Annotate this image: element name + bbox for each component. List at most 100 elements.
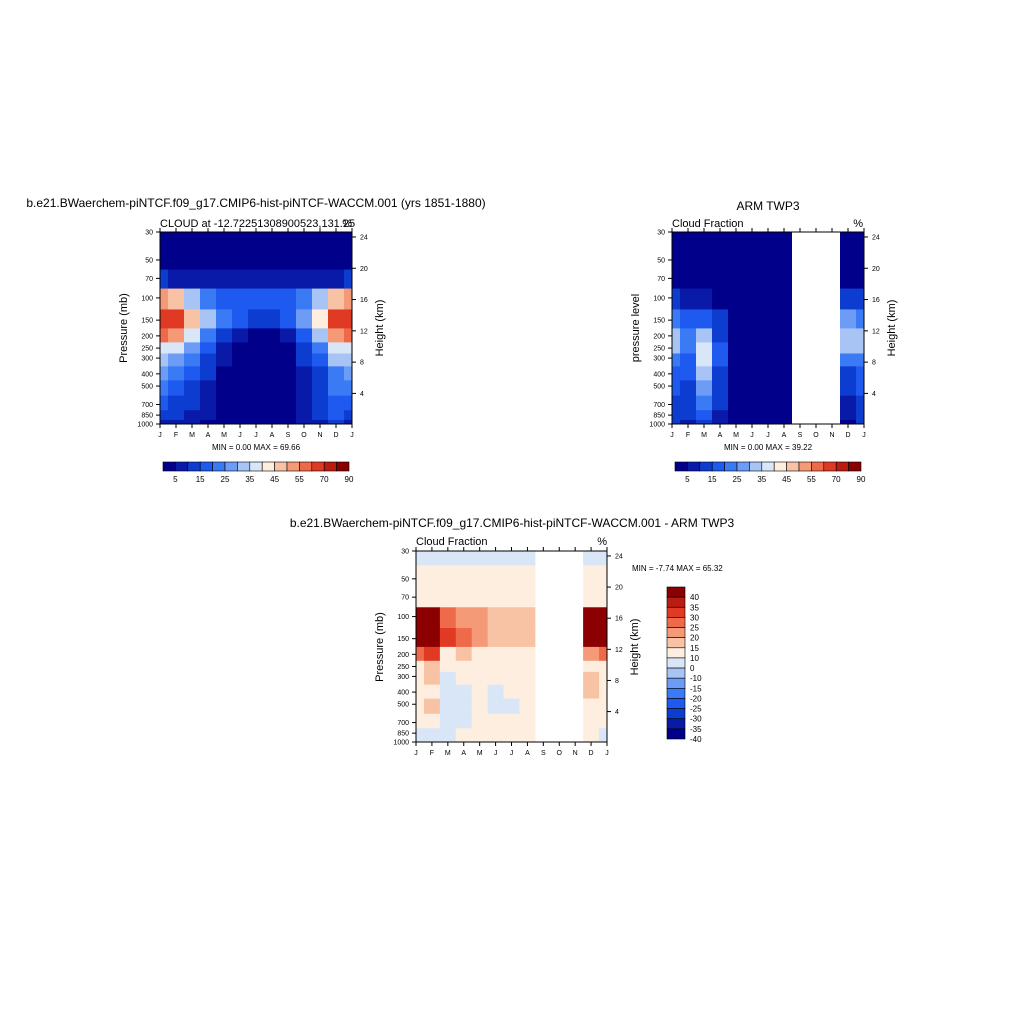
heatmap-cell: [696, 379, 713, 396]
heatmap-cell: [328, 395, 345, 411]
colorbar-box: [848, 461, 862, 472]
heatmap-cell: [455, 564, 473, 589]
heatmap-cell: [503, 713, 520, 729]
heatmap-cell: [792, 288, 809, 310]
y-tick-label: 300: [141, 356, 153, 363]
heatmap-cell: [696, 309, 713, 329]
heatmap-cell: [264, 288, 281, 310]
y-right-tick-label: 20: [872, 266, 880, 273]
heatmap-cell: [160, 395, 169, 411]
colorbar-box: [666, 637, 686, 649]
x-tick-label: A: [206, 432, 211, 439]
heatmap-cell: [551, 587, 568, 608]
heatmap-cell: [824, 395, 841, 411]
heatmap-cell: [519, 660, 536, 672]
heatmap-cell: [312, 353, 329, 367]
heatmap-cell: [328, 379, 345, 396]
heatmap-cell: [455, 660, 473, 672]
heatmap-cell: [455, 684, 473, 699]
heatmap-cell: [824, 328, 841, 343]
colorbar-label: -10: [690, 674, 702, 683]
heatmap-cell: [792, 245, 809, 270]
heatmap-cell: [808, 288, 825, 310]
heatmap-cell: [439, 606, 457, 629]
heatmap-cell: [712, 269, 729, 289]
heatmap-cell: [312, 379, 329, 396]
heatmap-cell: [296, 269, 313, 289]
y-tick-label: 200: [653, 333, 665, 340]
colorbar-box: [811, 461, 825, 472]
heatmap-cell: [792, 395, 809, 411]
colorbar-label: 20: [690, 634, 699, 643]
heatmap-cell: [216, 409, 233, 420]
colorbar-label: 55: [807, 475, 816, 484]
heatmap-cell: [439, 660, 457, 672]
x-tick-label: J: [670, 432, 674, 439]
heatmap-cell: [583, 737, 600, 743]
heatmap-cell: [856, 365, 865, 381]
heatmap-cell: [280, 365, 297, 381]
colorbar-box: [666, 657, 686, 669]
heatmap-cell: [728, 353, 745, 367]
y-right-tick-label: 24: [872, 234, 880, 241]
heatmap-cell: [599, 660, 608, 672]
heatmap-cell: [168, 245, 185, 270]
colorbar-box: [666, 667, 686, 679]
heatmap-cell: [200, 232, 217, 247]
heatmap-cell: [416, 587, 425, 608]
heatmap-cell: [535, 727, 552, 738]
heatmap-cell: [423, 671, 441, 685]
panel-subtitle-left: Cloud Fraction: [416, 536, 488, 548]
colorbar-box: [175, 461, 189, 472]
heatmap-cell: [696, 328, 713, 343]
heatmap-cell: [680, 379, 697, 396]
heatmap-cell: [471, 646, 489, 661]
heatmap-cell: [296, 395, 313, 411]
y-tick-label: 300: [653, 356, 665, 363]
heatmap-cell: [200, 409, 217, 420]
heatmap-cell: [712, 409, 729, 420]
heatmap-cell: [567, 713, 584, 729]
heatmap-cell: [248, 269, 265, 289]
x-tick-label: M: [189, 432, 195, 439]
heatmap-cell: [216, 288, 233, 310]
heatmap-cell: [471, 606, 489, 629]
heatmap-cell: [439, 727, 457, 738]
y-axis-right-label: Height (km): [629, 619, 641, 676]
x-tick-label: M: [221, 432, 227, 439]
heatmap-cell: [744, 245, 761, 270]
heatmap-cell: [535, 564, 552, 589]
heatmap-cell: [567, 646, 584, 661]
x-tick-label: S: [286, 432, 291, 439]
heatmap-cell: [760, 288, 777, 310]
x-tick-label: J: [254, 432, 258, 439]
heatmap-cell: [416, 698, 425, 714]
heatmap-cell: [487, 713, 504, 729]
heatmap-cell: [471, 737, 489, 743]
y-tick-label: 100: [397, 614, 409, 621]
heatmap-cell: [503, 564, 520, 589]
heatmap-cell: [280, 419, 297, 425]
colorbar-box: [666, 718, 686, 730]
heatmap-cell: [680, 328, 697, 343]
y-tick-label: 1000: [137, 422, 153, 429]
y-right-tick-label: 20: [360, 266, 368, 273]
heatmap-cell: [599, 684, 608, 699]
heatmap-cells: [416, 551, 608, 743]
difference-panel: b.e21.BWaerchem-piNTCF.f09_g17.CMIP6-his…: [290, 516, 735, 757]
heatmap-cell: [808, 365, 825, 381]
heatmap-cell: [216, 341, 233, 354]
y-tick-label: 500: [653, 384, 665, 391]
heatmap-cell: [416, 627, 425, 647]
heatmap-cell: [248, 353, 265, 367]
heatmap-cell: [439, 713, 457, 729]
heatmap-cell: [455, 551, 473, 566]
heatmap-cell: [551, 627, 568, 647]
colorbar: 5 15 25 35 45 55 70 90: [162, 461, 354, 484]
heatmap-cell: [583, 627, 600, 647]
heatmap-cell: [312, 232, 329, 247]
heatmap-cell: [455, 713, 473, 729]
colorbar-box: [299, 461, 313, 472]
y-tick-label: 200: [141, 333, 153, 340]
